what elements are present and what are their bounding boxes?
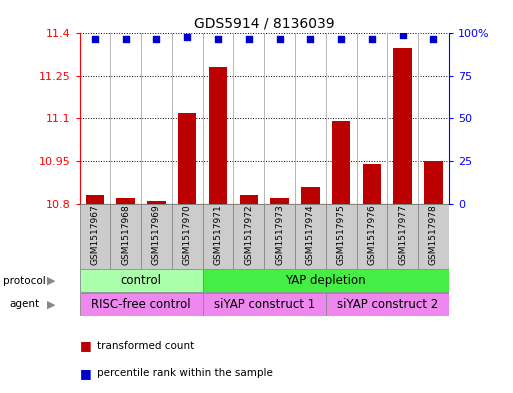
Bar bbox=[240, 195, 258, 204]
Text: GSM1517977: GSM1517977 bbox=[398, 204, 407, 265]
Text: ▶: ▶ bbox=[47, 299, 55, 309]
Bar bbox=[301, 187, 320, 204]
Point bbox=[245, 35, 253, 42]
Point bbox=[183, 34, 191, 40]
Text: GSM1517971: GSM1517971 bbox=[213, 204, 223, 265]
Point bbox=[152, 35, 161, 42]
Text: agent: agent bbox=[9, 299, 40, 309]
Text: GSM1517973: GSM1517973 bbox=[275, 204, 284, 265]
Bar bbox=[203, 293, 326, 316]
Bar bbox=[357, 204, 387, 269]
Point bbox=[214, 35, 222, 42]
Point bbox=[91, 35, 99, 42]
Text: GSM1517972: GSM1517972 bbox=[244, 204, 253, 265]
Bar bbox=[363, 164, 381, 204]
Text: GSM1517974: GSM1517974 bbox=[306, 204, 315, 265]
Bar bbox=[110, 204, 141, 269]
Point bbox=[306, 35, 314, 42]
Point bbox=[368, 35, 376, 42]
Bar bbox=[270, 198, 289, 204]
Text: transformed count: transformed count bbox=[97, 341, 195, 351]
Bar bbox=[178, 113, 196, 204]
Point bbox=[122, 35, 130, 42]
Text: GSM1517970: GSM1517970 bbox=[183, 204, 192, 265]
Point bbox=[399, 32, 407, 38]
Text: GSM1517969: GSM1517969 bbox=[152, 204, 161, 265]
Bar bbox=[203, 269, 449, 292]
Text: ■: ■ bbox=[80, 367, 91, 380]
Text: siYAP construct 2: siYAP construct 2 bbox=[337, 298, 438, 311]
Bar bbox=[141, 204, 172, 269]
Text: GSM1517968: GSM1517968 bbox=[121, 204, 130, 265]
Text: GSM1517967: GSM1517967 bbox=[90, 204, 100, 265]
Text: GSM1517975: GSM1517975 bbox=[337, 204, 346, 265]
Bar bbox=[203, 204, 233, 269]
Bar bbox=[172, 204, 203, 269]
Bar bbox=[264, 204, 295, 269]
Title: GDS5914 / 8136039: GDS5914 / 8136039 bbox=[194, 17, 334, 31]
Text: siYAP construct 1: siYAP construct 1 bbox=[213, 298, 315, 311]
Bar bbox=[80, 269, 203, 292]
Bar bbox=[393, 48, 412, 204]
Text: YAP depletion: YAP depletion bbox=[285, 274, 366, 287]
Bar bbox=[326, 293, 449, 316]
Text: GSM1517978: GSM1517978 bbox=[429, 204, 438, 265]
Bar bbox=[424, 161, 443, 204]
Bar bbox=[418, 204, 449, 269]
Text: percentile rank within the sample: percentile rank within the sample bbox=[97, 368, 273, 378]
Bar bbox=[80, 293, 203, 316]
Bar bbox=[233, 204, 264, 269]
Text: ▶: ▶ bbox=[47, 275, 55, 286]
Bar bbox=[116, 198, 135, 204]
Point bbox=[275, 35, 284, 42]
Bar bbox=[86, 195, 104, 204]
Bar bbox=[326, 204, 357, 269]
Text: RISC-free control: RISC-free control bbox=[91, 298, 191, 311]
Point bbox=[337, 35, 345, 42]
Text: protocol: protocol bbox=[3, 275, 45, 286]
Bar bbox=[147, 201, 166, 204]
Text: GSM1517976: GSM1517976 bbox=[367, 204, 377, 265]
Point bbox=[429, 35, 438, 42]
Bar bbox=[80, 204, 110, 269]
Bar bbox=[295, 204, 326, 269]
Bar bbox=[209, 68, 227, 204]
Text: ■: ■ bbox=[80, 339, 91, 353]
Bar bbox=[332, 121, 350, 204]
Bar bbox=[387, 204, 418, 269]
Text: control: control bbox=[121, 274, 162, 287]
